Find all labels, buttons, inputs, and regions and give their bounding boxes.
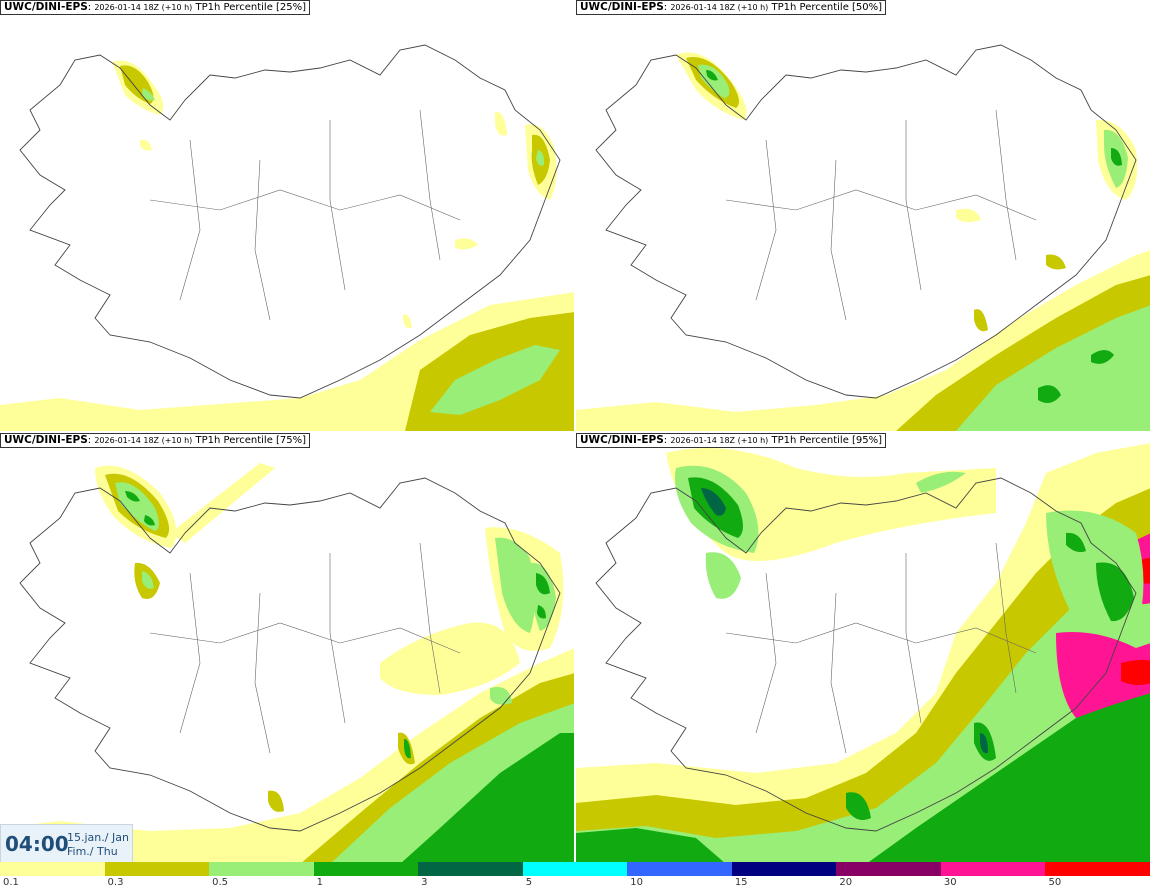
precip-area — [404, 738, 411, 759]
precip-area — [142, 88, 155, 101]
precip-area — [1111, 148, 1122, 166]
run-time: 2026-01-14 18Z (+10 h) — [94, 436, 193, 445]
precip-area — [403, 314, 412, 329]
precip-area — [140, 139, 152, 151]
map-panel-p50: UWC/DINI-EPS: 2026-01-14 18Z (+10 h) TP1… — [576, 0, 1150, 431]
legend-swatch — [104, 862, 210, 876]
precip-map-p75 — [0, 463, 575, 864]
precip-area — [866, 659, 1150, 864]
precip-area — [916, 471, 966, 493]
legend-swatch — [1045, 862, 1150, 876]
precip-map-p95 — [576, 443, 1150, 864]
precip-area — [125, 491, 155, 526]
panel-divider-horizontal — [0, 431, 1150, 433]
legend-label: 10 — [630, 877, 643, 888]
precip-area — [142, 571, 154, 589]
model-name: UWC/DINI-EPS — [580, 1, 664, 13]
precip-area — [846, 792, 871, 821]
precip-area — [701, 488, 726, 516]
precip-area — [1038, 385, 1061, 404]
precip-area — [1066, 532, 1086, 553]
road-network — [149, 542, 461, 754]
panel-title: UWC/DINI-EPS: 2026-01-14 18Z (+10 h) TP1… — [0, 0, 311, 15]
road-network — [149, 109, 461, 321]
precip-area — [706, 70, 718, 81]
precip-area — [495, 111, 507, 136]
legend-swatch — [418, 862, 523, 876]
precip-area — [1046, 254, 1066, 270]
legend-label: 20 — [839, 877, 853, 888]
panel-title: UWC/DINI-EPS: 2026-01-14 18Z (+10 h) TP1… — [576, 0, 887, 15]
color-legend-bar — [0, 862, 1150, 876]
precip-area — [974, 309, 988, 332]
legend-swatch — [731, 862, 837, 876]
legend-swatch — [940, 862, 1046, 876]
map-panel-p95: UWC/DINI-EPS: 2026-01-14 18Z (+10 h) TP1… — [576, 433, 1150, 864]
legend-label: 15 — [734, 877, 748, 888]
precip-area — [268, 790, 284, 812]
legend-label: 0.1 — [3, 877, 19, 888]
precip-area — [1096, 562, 1134, 622]
precip-map-p50 — [576, 44, 1150, 431]
model-name: UWC/DINI-EPS — [580, 434, 664, 446]
legend-label: 1 — [316, 877, 323, 888]
precip-map-p25 — [0, 44, 575, 431]
legend-swatch — [627, 862, 732, 876]
legend-swatch — [522, 862, 628, 876]
legend-swatch — [209, 862, 314, 876]
precip-area — [1091, 350, 1114, 364]
legend-label: 3 — [421, 877, 428, 888]
color-legend-labels: 0.1 0.3 0.5 1 3 5 10 15 20 30 50 — [0, 876, 1150, 891]
precip-area — [536, 150, 545, 166]
field-name: TP1h Percentile [75%] — [195, 435, 307, 446]
legend-swatch — [313, 862, 419, 876]
legend-label: 0.5 — [212, 877, 228, 888]
precip-area — [536, 573, 550, 619]
panel-title: UWC/DINI-EPS: 2026-01-14 18Z (+10 h) TP1… — [0, 433, 311, 448]
precip-area — [400, 733, 575, 864]
legend-label: 0.3 — [107, 877, 124, 888]
legend-label: 5 — [525, 877, 533, 888]
precip-area — [1056, 632, 1150, 718]
precip-area — [380, 622, 520, 695]
field-name: TP1h Percentile [25%] — [195, 2, 307, 13]
iceland-coastline — [595, 44, 1137, 399]
valid-date-line: 15.jan./ Jan — [67, 831, 129, 844]
field-name: TP1h Percentile [50%] — [771, 2, 883, 13]
precip-area — [705, 552, 741, 599]
legend-swatch — [0, 862, 105, 876]
precip-area — [698, 64, 730, 98]
valid-time-date: 15.jan./ Jan Fim./ Thu — [67, 831, 129, 859]
precip-area — [455, 238, 478, 250]
iceland-coastline — [595, 477, 1137, 832]
run-time: 2026-01-14 18Z (+10 h) — [670, 436, 769, 445]
run-time: 2026-01-14 18Z (+10 h) — [670, 3, 769, 12]
field-name: TP1h Percentile [95%] — [771, 435, 883, 446]
precip-area — [956, 208, 981, 223]
precip-area — [980, 733, 988, 754]
road-network — [725, 109, 1037, 321]
model-name: UWC/DINI-EPS — [4, 434, 88, 446]
legend-label: 50 — [1048, 877, 1062, 888]
precip-area — [1121, 659, 1150, 686]
legend-label: 30 — [943, 877, 957, 888]
legend-swatch — [836, 862, 941, 876]
precip-area — [956, 305, 1150, 431]
model-name: UWC/DINI-EPS — [4, 1, 88, 13]
precip-area — [495, 537, 535, 633]
panel-title: UWC/DINI-EPS: 2026-01-14 18Z (+10 h) TP1… — [576, 433, 887, 448]
run-time: 2026-01-14 18Z (+10 h) — [94, 3, 193, 12]
iceland-coastline — [19, 44, 561, 399]
road-network — [725, 542, 1037, 754]
valid-time-clock: 04:00 — [5, 832, 69, 856]
precip-area — [170, 463, 275, 543]
valid-time-box: 04:00 15.jan./ Jan Fim./ Thu — [0, 824, 133, 864]
map-panel-p25: UWC/DINI-EPS: 2026-01-14 18Z (+10 h) TP1… — [0, 0, 575, 431]
iceland-coastline — [19, 477, 561, 832]
map-panel-p75: UWC/DINI-EPS: 2026-01-14 18Z (+10 h) TP1… — [0, 433, 575, 864]
valid-day-line: Fim./ Thu — [67, 845, 118, 858]
precip-area — [576, 828, 726, 864]
precip-area — [430, 345, 560, 415]
